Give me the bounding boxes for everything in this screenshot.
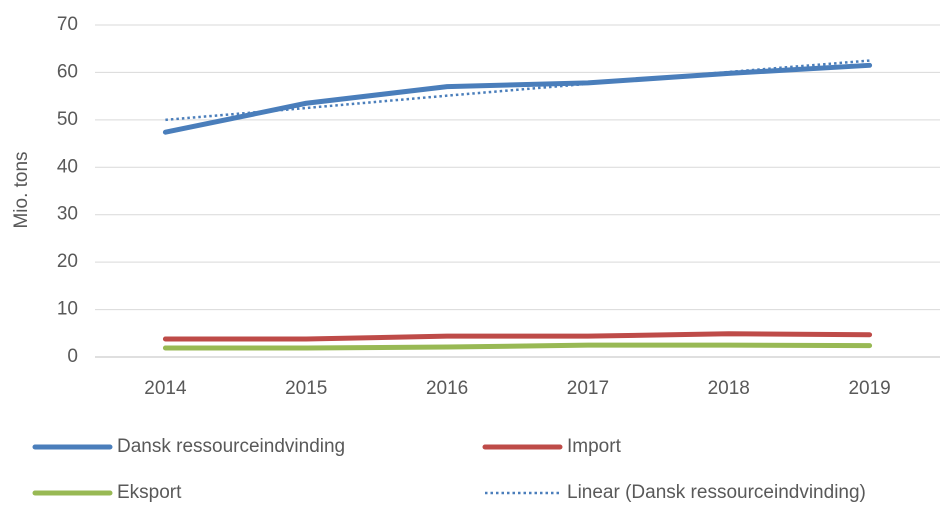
x-tick-label: 2018 xyxy=(708,378,750,399)
line xyxy=(162,62,873,135)
x-tick-label: 2015 xyxy=(285,378,327,399)
x-tick-label: 2017 xyxy=(567,378,609,399)
y-tick-label: 70 xyxy=(57,14,78,35)
line xyxy=(162,331,873,342)
legend-label: Import xyxy=(567,436,622,457)
y-tick-label: 40 xyxy=(57,156,78,177)
x-tick-label: 2014 xyxy=(144,378,187,399)
y-tick-label: 30 xyxy=(57,204,78,225)
y-tick-label: 60 xyxy=(57,61,78,82)
y-tick-label: 50 xyxy=(57,109,78,130)
y-tick-label: 20 xyxy=(57,251,78,272)
y-tick-label: 10 xyxy=(57,299,78,320)
x-tick-label: 2016 xyxy=(426,378,468,399)
x-tick-label: 2019 xyxy=(848,378,890,399)
line xyxy=(162,342,873,351)
trend-line xyxy=(165,59,870,122)
legend-label: Linear (Dansk ressourceindvinding) xyxy=(567,482,866,503)
y-axis-label: Mio. tons xyxy=(11,151,32,228)
y-tick-label: 0 xyxy=(67,346,78,367)
legend-label: Eksport xyxy=(117,482,182,503)
legend-label: Dansk ressourceindvinding xyxy=(117,436,345,457)
